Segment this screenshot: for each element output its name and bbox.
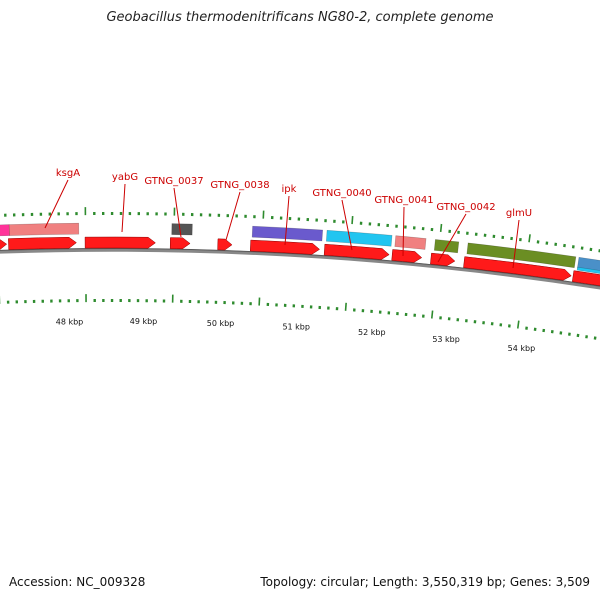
gene-label[interactable]: GTNG_0037 xyxy=(144,176,203,187)
label-leader-line xyxy=(512,219,520,269)
label-leader-line xyxy=(437,213,467,263)
cds-arrow[interactable] xyxy=(0,239,8,251)
cds-arrow[interactable] xyxy=(463,256,572,281)
scale-tick xyxy=(344,302,347,311)
gene-track xyxy=(0,222,600,274)
backbone-edge xyxy=(0,248,600,287)
scale-tick xyxy=(439,223,443,233)
kbp-label: 51 kbp xyxy=(282,323,310,332)
gene-label[interactable]: ipk xyxy=(282,184,297,195)
gene-feature[interactable] xyxy=(0,224,10,237)
gene-label[interactable]: glmU xyxy=(506,208,532,219)
gene-feature[interactable] xyxy=(251,225,324,242)
cds-arrow[interactable] xyxy=(391,249,423,263)
label-leader-line xyxy=(173,187,182,238)
genome-backbone xyxy=(0,248,600,290)
label-leader-line xyxy=(121,183,126,233)
kbp-label: 52 kbp xyxy=(358,328,386,337)
label-leader-line xyxy=(44,179,69,229)
kbp-label: 53 kbp xyxy=(432,335,460,344)
cds-arrow[interactable] xyxy=(572,270,600,292)
gene-label[interactable]: ksgA xyxy=(56,168,80,179)
kbp-label: 48 kbp xyxy=(56,317,84,326)
gene-label[interactable]: GTNG_0041 xyxy=(374,195,433,206)
cds-arrow[interactable] xyxy=(217,238,233,251)
gene-feature[interactable] xyxy=(8,222,80,236)
cds-arrow[interactable] xyxy=(250,239,320,255)
kbp-label: 54 kbp xyxy=(508,344,536,353)
cds-arrow[interactable] xyxy=(430,252,456,267)
gene-feature[interactable] xyxy=(171,223,193,236)
scale-ticks xyxy=(0,207,600,340)
label-leader-line xyxy=(225,191,241,241)
gene-feature[interactable] xyxy=(466,242,577,269)
cds-track xyxy=(0,236,600,292)
cds-arrow[interactable] xyxy=(169,237,191,250)
scale-tick xyxy=(516,320,520,329)
page-title: Geobacillus thermodenitrificans NG80-2, … xyxy=(106,10,494,25)
cds-arrow[interactable] xyxy=(323,243,390,260)
backbone-line xyxy=(0,248,600,290)
gene-labels: ksgA yabG GTNG_0037 GTNG_0038 ipk GTNG_0040GT… xyxy=(44,168,532,269)
gene-label[interactable]: yabG xyxy=(112,172,138,183)
kbp-label: 50 kbp xyxy=(207,319,235,328)
gene-feature[interactable] xyxy=(325,229,393,247)
accession-text: Accession: NC_009328 xyxy=(9,575,146,589)
scale-tick xyxy=(351,216,354,225)
label-leader-line xyxy=(284,195,290,246)
scale-tick xyxy=(528,234,531,243)
gene-label[interactable]: GTNG_0038 xyxy=(210,180,269,191)
scale-tick xyxy=(430,310,434,319)
cds-arrow[interactable] xyxy=(84,236,156,249)
label-leader-line xyxy=(402,206,405,257)
kbp-label: 49 kbp xyxy=(130,317,158,326)
genome-summary-text: Topology: circular; Length: 3,550,319 bp… xyxy=(260,575,590,589)
kbp-labels: 48 kbp 49 kbp 50 kbp 51 kbp 52 kbp 53 kbp 54 k… xyxy=(56,317,535,353)
cds-arrow[interactable] xyxy=(8,237,77,250)
gene-label[interactable]: GTNG_0040 xyxy=(312,188,371,199)
gene-label[interactable]: GTNG_0042 xyxy=(436,202,495,213)
label-leader-line xyxy=(341,199,353,251)
gene-feature[interactable] xyxy=(433,239,460,254)
gene-feature[interactable] xyxy=(394,235,427,250)
